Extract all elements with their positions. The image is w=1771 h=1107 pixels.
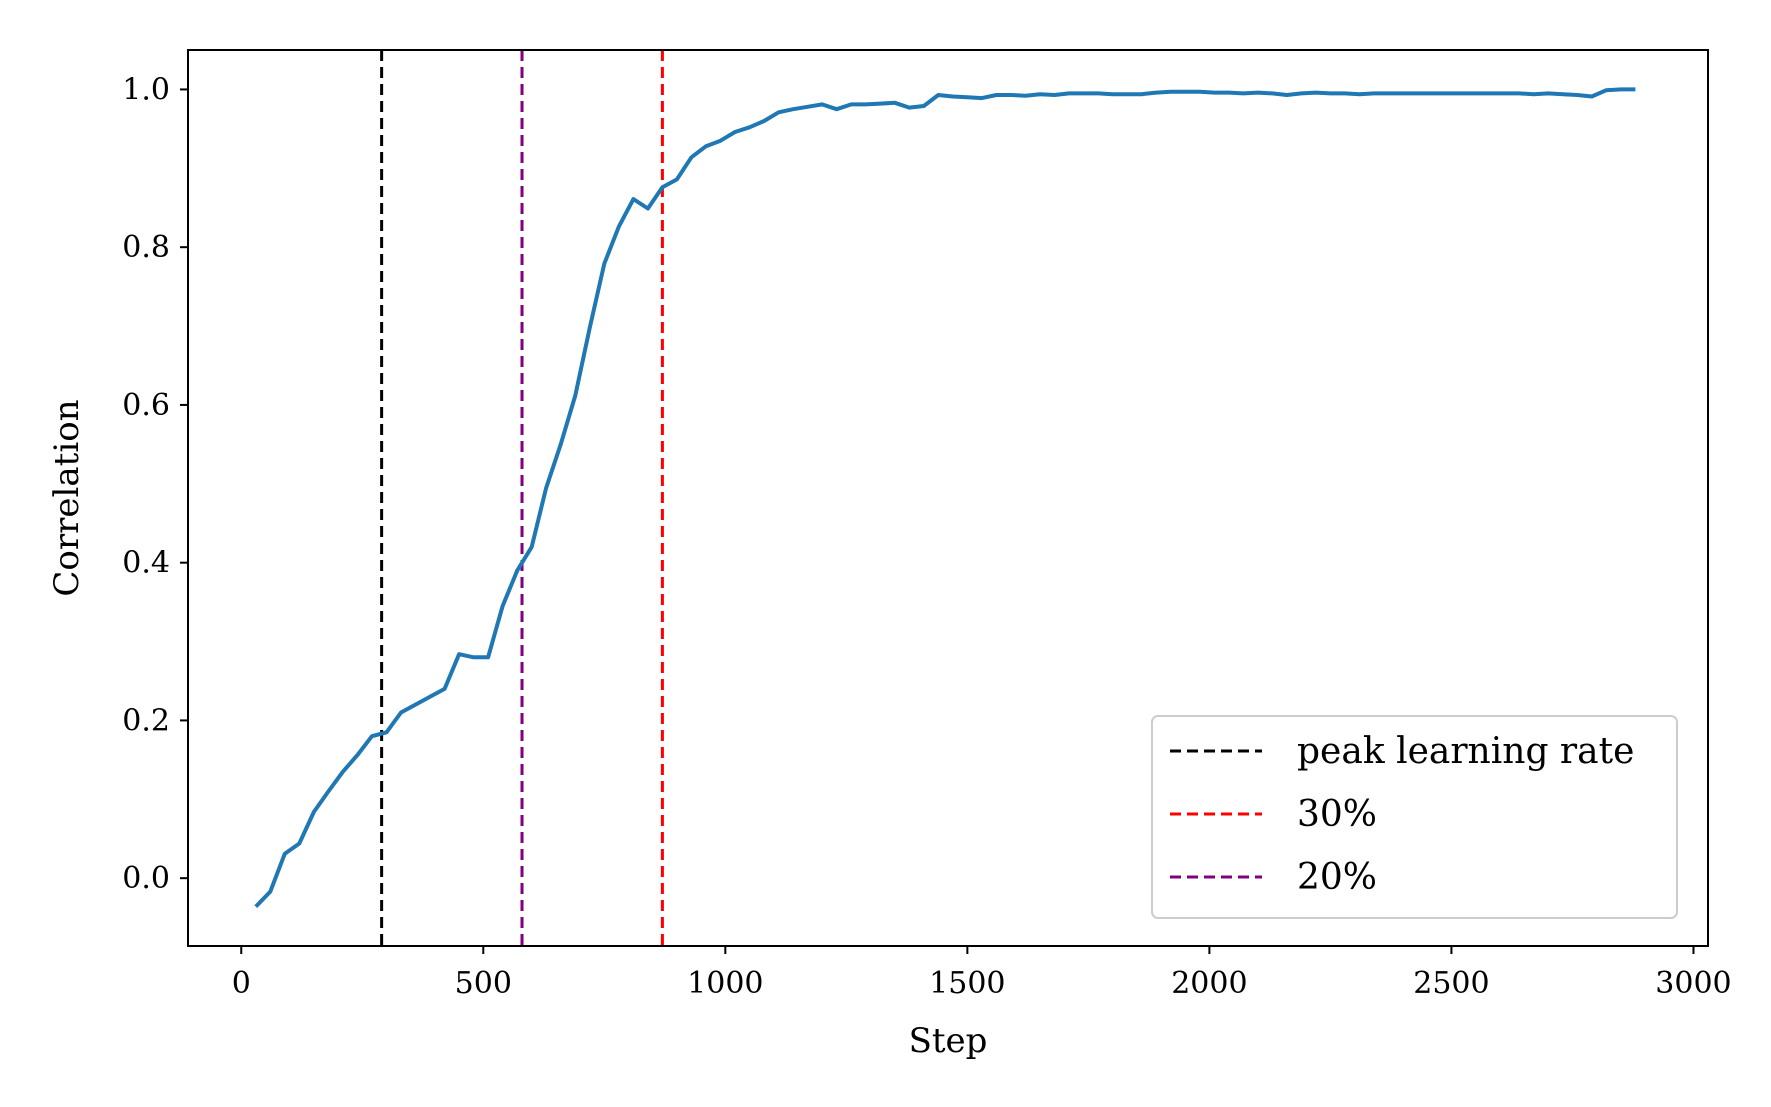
x-tick-label: 2500: [1413, 966, 1489, 1001]
y-tick-label: 0.2: [122, 703, 170, 738]
legend: peak learning rate 30% 20%: [1151, 715, 1678, 919]
legend-box: [1151, 715, 1678, 919]
y-axis-ticks: 0.0 0.2 0.4 0.6 0.8 1.0: [122, 72, 188, 896]
legend-label-30-percent: 30%: [1297, 794, 1377, 835]
plot-frame: [187, 49, 1709, 947]
series-line-0: [254, 87, 1636, 908]
x-tick-label: 1000: [687, 966, 763, 1001]
y-axis-label: Correlation: [47, 399, 87, 596]
y-tick-label: 0.8: [122, 230, 170, 265]
y-tick-label: 1.0: [122, 72, 170, 107]
x-tick-label: 0: [232, 966, 251, 1001]
series-layer: [254, 87, 1636, 908]
legend-label-peak-learning-rate: peak learning rate: [1297, 731, 1634, 772]
y-tick-label: 0.0: [122, 861, 170, 896]
vertical-lines: [380, 50, 664, 946]
x-axis-label: Step: [909, 1021, 988, 1061]
x-tick-label: 3000: [1655, 966, 1731, 1001]
x-tick-label: 2000: [1171, 966, 1247, 1001]
y-tick-label: 0.4: [122, 546, 170, 581]
y-tick-label: 0.6: [122, 388, 170, 423]
x-axis-ticks: 0 500 1000 1500 2000 2500 3000: [232, 946, 1732, 1001]
x-tick-label: 1500: [929, 966, 1005, 1001]
x-tick-label: 500: [455, 966, 512, 1001]
legend-label-20-percent: 20%: [1297, 857, 1377, 898]
